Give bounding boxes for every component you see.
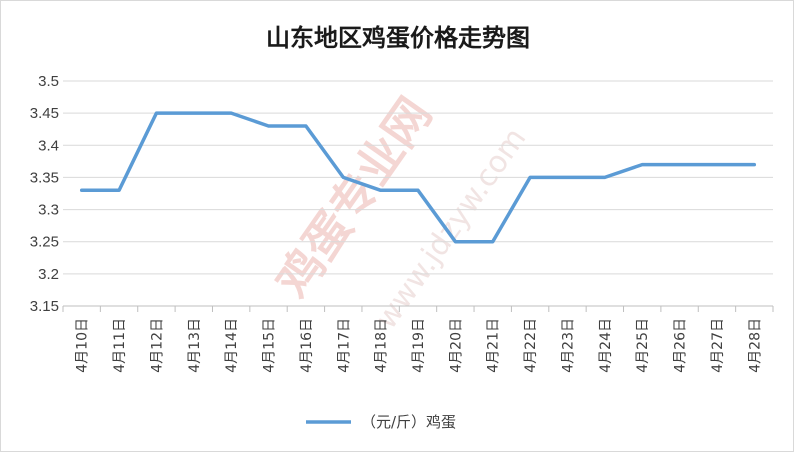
x-tick-label: 4月13日 xyxy=(187,318,203,373)
y-tick-label: 3.25 xyxy=(30,234,59,251)
x-tick-label: 4月16日 xyxy=(299,318,315,373)
x-tick-label: 4月18日 xyxy=(374,318,390,373)
x-tick-label: 4月14日 xyxy=(224,318,240,373)
legend-label: （元/斤）鸡蛋 xyxy=(361,413,456,431)
x-tick-label: 4月17日 xyxy=(336,318,352,373)
x-tick-label: 4月26日 xyxy=(673,318,689,373)
x-tick-label: 4月15日 xyxy=(262,318,278,373)
x-tick-label: 4月23日 xyxy=(560,318,576,373)
x-tick-label: 4月10日 xyxy=(75,318,91,373)
y-tick-label: 3.3 xyxy=(38,202,59,219)
y-tick-label: 3.4 xyxy=(38,137,59,154)
y-axis-ticks: 3.5 3.45 3.4 3.35 3.3 3.25 3.2 3.15 xyxy=(30,73,59,315)
y-tick-label: 3.35 xyxy=(30,169,59,186)
y-tick-label: 3.15 xyxy=(30,298,59,315)
x-tick-label: 4月19日 xyxy=(411,318,427,373)
legend: （元/斤）鸡蛋 xyxy=(306,413,456,431)
x-tick-label: 4月27日 xyxy=(710,318,726,373)
x-tick-label: 4月22日 xyxy=(523,318,539,373)
x-tick-label: 4月11日 xyxy=(112,318,128,373)
series-layer xyxy=(79,111,757,244)
grid-lines xyxy=(63,80,773,307)
x-tick-label: 4月28日 xyxy=(747,318,763,373)
series-line xyxy=(79,111,757,244)
y-tick-label: 3.5 xyxy=(38,73,59,90)
x-tick-label: 4月24日 xyxy=(598,318,614,373)
x-tick-label: 4月25日 xyxy=(635,318,651,373)
y-tick-label: 3.2 xyxy=(38,266,59,283)
x-axis: 4月10日 4月11日 4月12日 4月13日 4月14日 4月15日 4月16日 4月17日… xyxy=(62,306,774,373)
x-tick-label: 4月21日 xyxy=(486,318,502,373)
x-tick-label: 4月12日 xyxy=(149,318,165,373)
chart-title: 山东地区鸡蛋价格走势图 xyxy=(266,23,530,52)
x-tick-label: 4月20日 xyxy=(448,318,464,373)
y-tick-label: 3.45 xyxy=(30,105,59,122)
